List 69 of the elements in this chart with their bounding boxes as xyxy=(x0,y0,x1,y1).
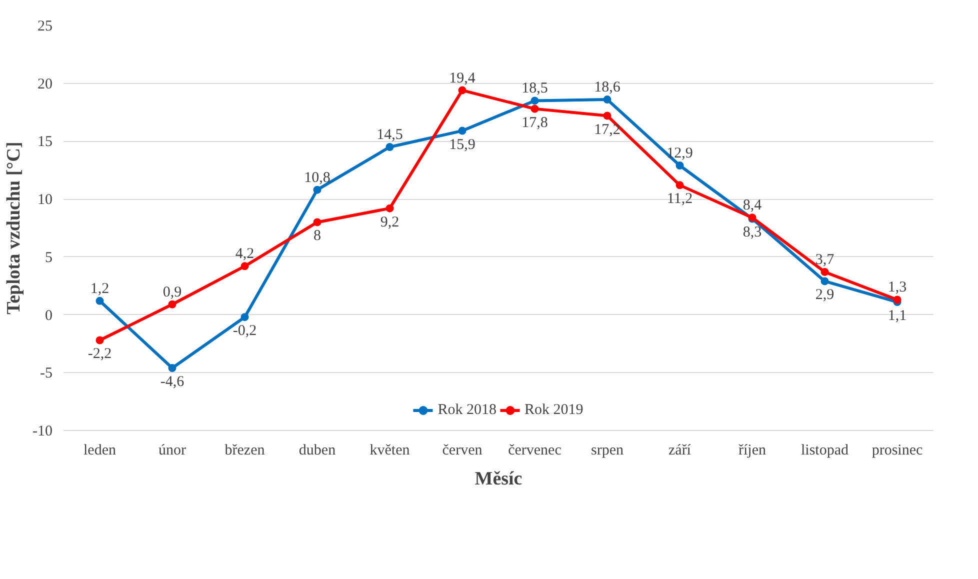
y-tick-label: 0 xyxy=(45,308,52,324)
point xyxy=(603,112,612,120)
point xyxy=(313,218,322,226)
data-label: 11,2 xyxy=(666,191,693,208)
point xyxy=(386,143,394,151)
x-tick-label: březen xyxy=(224,442,266,458)
y-tick-label: 20 xyxy=(38,76,52,92)
data-label: 8 xyxy=(314,228,321,244)
point xyxy=(96,336,104,344)
x-tick-label: duben xyxy=(298,442,336,458)
data-label: 9,2 xyxy=(380,214,400,230)
data-label: 12,9 xyxy=(666,146,693,162)
data-label: 4,2 xyxy=(235,246,254,262)
data-label: -4,6 xyxy=(160,374,185,390)
data-label: 18,5 xyxy=(522,80,548,97)
data-label: -0,2 xyxy=(232,323,257,340)
data-label: 1,1 xyxy=(888,308,907,324)
point xyxy=(530,104,539,113)
x-tick-label: červen xyxy=(442,442,483,458)
x-tick-label: květen xyxy=(370,442,410,458)
x-tick-label: listopad xyxy=(801,442,849,458)
y-tick-label: 5 xyxy=(45,250,52,266)
data-label: 0,9 xyxy=(162,284,182,300)
legend-label: Rok 2019 xyxy=(524,402,584,418)
x-tick-label: prosinec xyxy=(872,442,923,458)
data-label: 17,8 xyxy=(522,114,548,131)
x-tick-label: září xyxy=(668,442,692,458)
x-tick-label: červenec xyxy=(508,442,562,458)
y-tick-label: 10 xyxy=(38,192,52,208)
point xyxy=(168,364,176,372)
data-label: 1,3 xyxy=(888,280,907,296)
x-tick-label: říjen xyxy=(738,442,766,458)
y-axis-title: Teplota vzduchu [°C] xyxy=(4,142,25,314)
point xyxy=(313,186,322,194)
point xyxy=(458,86,466,94)
data-label: 3,7 xyxy=(815,252,835,268)
data-label: 2,9 xyxy=(815,287,834,304)
x-tick-label: leden xyxy=(84,442,116,458)
point xyxy=(530,96,539,105)
y-tick-label: 25 xyxy=(38,18,52,34)
data-label: 14,5 xyxy=(376,127,403,143)
data-label: 19,4 xyxy=(449,70,476,86)
point xyxy=(168,300,176,308)
point xyxy=(893,296,902,304)
point xyxy=(603,96,612,104)
data-label: 8,3 xyxy=(742,224,762,241)
point xyxy=(240,262,249,270)
point xyxy=(240,313,249,322)
point xyxy=(676,181,684,190)
data-label: -2,2 xyxy=(88,346,112,362)
data-label: 17,2 xyxy=(594,122,620,138)
x-axis-title: Měsíc xyxy=(474,468,522,490)
legend-label: Rok 2018 xyxy=(438,402,496,418)
y-tick-label: -5 xyxy=(40,366,53,382)
x-tick-label: únor xyxy=(158,442,186,458)
y-tick-label: -10 xyxy=(32,424,53,440)
y-tick-label: 15 xyxy=(38,134,52,150)
point xyxy=(96,296,104,305)
data-label: 10,8 xyxy=(304,170,330,186)
data-label: 1,2 xyxy=(90,280,110,297)
point xyxy=(458,126,466,135)
data-label: 8,4 xyxy=(742,198,762,214)
point xyxy=(386,204,394,212)
point xyxy=(820,277,829,286)
data-label: 15,9 xyxy=(449,136,476,153)
point xyxy=(820,268,829,276)
point xyxy=(676,162,684,170)
x-tick-label: srpen xyxy=(591,442,624,458)
data-label: 18,6 xyxy=(594,80,621,96)
